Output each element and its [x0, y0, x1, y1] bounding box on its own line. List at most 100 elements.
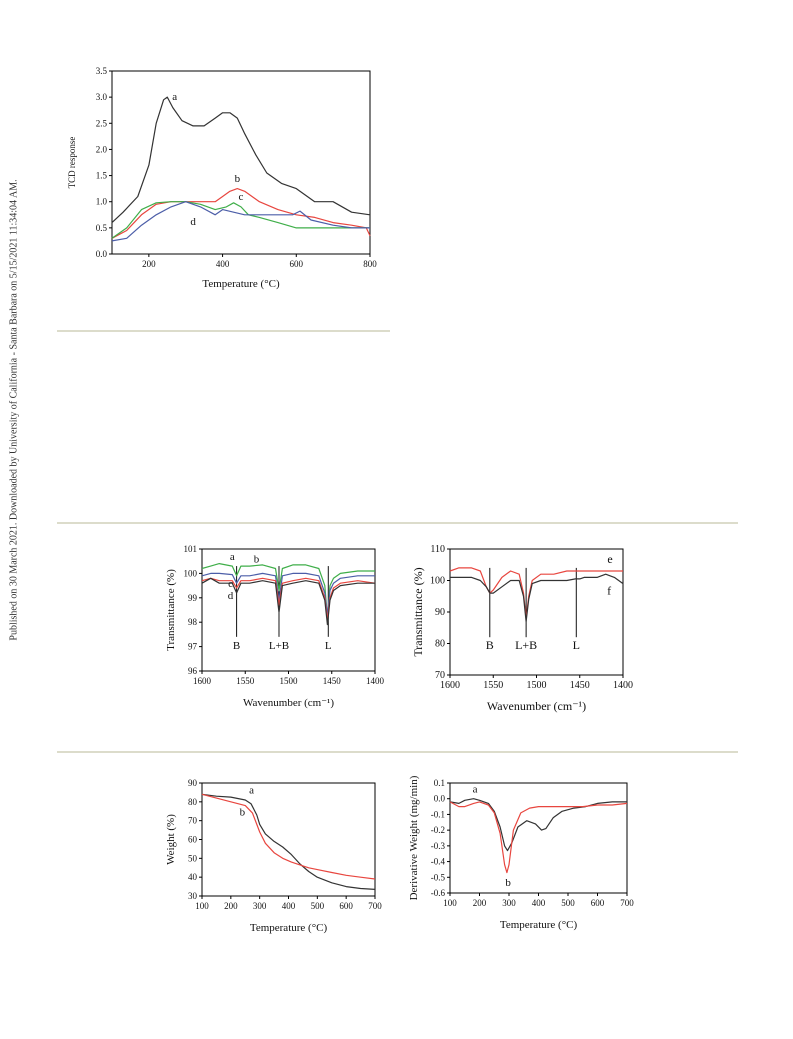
x-tick-label: 1550	[236, 676, 255, 686]
plot-frame	[201, 548, 376, 672]
curve-label: f	[607, 584, 611, 598]
x-tick-label: 1400	[613, 680, 633, 691]
y-tick-label: 50	[188, 853, 198, 863]
x-tick-label: 400	[216, 259, 230, 269]
y-tick-label: 110	[430, 544, 445, 555]
y-tick-label: 30	[188, 891, 198, 901]
y-tick-label: 96	[188, 666, 198, 676]
series-line-a	[111, 96, 371, 224]
curve-label: b	[505, 877, 511, 889]
y-tick-label: 1.5	[96, 171, 108, 181]
x-tick-label: 1600	[440, 680, 460, 691]
x-tick-label: 200	[224, 901, 238, 911]
x-tick-label: 1450	[323, 676, 342, 686]
y-tick-label: 70	[188, 816, 198, 826]
ir2-chart: 1600 1550 1500 1450 1400 70 80 90 100 110 Wavenumb…	[411, 544, 633, 713]
x-axis-label: Temperature (°C)	[500, 919, 578, 931]
series-line-c	[201, 577, 376, 621]
series-line-a	[201, 793, 376, 890]
y-tick-label: 0.0	[96, 249, 108, 259]
x-tick-label: 400	[282, 901, 296, 911]
x-tick-label: 1600	[193, 676, 212, 686]
curve-label: b	[240, 806, 246, 818]
x-axis-label: Temperature (°C)	[250, 922, 328, 934]
series-line-e	[449, 567, 623, 619]
band-marker-label: L+B	[515, 638, 537, 652]
x-tick-label: 200	[142, 259, 156, 269]
y-axis-label: Transmittance (%)	[411, 567, 425, 656]
series-line-f	[450, 573, 624, 623]
band-marker-label: B	[486, 638, 494, 652]
x-tick-label: 500	[311, 901, 325, 911]
y-tick-label: 90	[188, 778, 198, 788]
y-axis-label: TCD response	[67, 137, 77, 189]
curve-label: c	[239, 191, 244, 203]
y-tick-label: 80	[188, 797, 198, 807]
x-axis-label: Wavenumber (cm⁻¹)	[487, 699, 586, 713]
x-tick-label: 200	[473, 898, 487, 908]
series-line-a	[201, 563, 375, 618]
curve-label: a	[249, 784, 254, 796]
y-axis-label: Weight (%)	[165, 814, 177, 865]
y-tick-label: 60	[188, 835, 198, 845]
y-tick-label: 90	[435, 607, 445, 618]
tga-chart: 100 200 300 400 500 600 700 30 40 50 60 70 80 90 Tempe…	[165, 778, 382, 934]
y-tick-label: 3.5	[96, 66, 108, 76]
x-tick-label: 100	[443, 898, 457, 908]
x-tick-label: 600	[290, 259, 304, 269]
y-tick-label: -0.6	[431, 888, 446, 898]
series-line-b	[201, 572, 375, 616]
y-tick-label: 0.5	[96, 223, 108, 233]
series-line-b	[111, 188, 371, 239]
x-axis-label: Temperature (°C)	[202, 278, 280, 290]
y-tick-label: -0.5	[431, 872, 446, 882]
x-tick-label: 700	[620, 898, 634, 908]
y-tick-label: 97	[188, 642, 198, 652]
section-divider	[57, 751, 738, 753]
curve-label: b	[254, 553, 260, 565]
series-line-b	[449, 801, 628, 874]
y-tick-label: 2.0	[96, 144, 108, 154]
series-line-a	[449, 798, 627, 852]
tpr-chart: 200 400 600 800 0.0 0.5 1.0 1.5 2.0 2.5 3.0 3.5 Temp…	[67, 66, 377, 290]
y-tick-label: 0.1	[434, 778, 445, 788]
series-line-c	[111, 201, 370, 239]
curve-label: d	[228, 590, 234, 602]
y-tick-label: 70	[435, 670, 445, 681]
x-tick-label: 1550	[483, 680, 503, 691]
section-divider	[57, 522, 738, 524]
x-tick-label: 300	[502, 898, 516, 908]
plot-frame	[111, 70, 371, 255]
curve-label: e	[607, 552, 612, 566]
y-tick-label: -0.1	[431, 809, 445, 819]
band-marker-label: B	[233, 640, 240, 652]
x-tick-label: 800	[363, 259, 377, 269]
x-axis-label: Wavenumber (cm⁻¹)	[243, 697, 334, 709]
plot-frame	[201, 782, 376, 897]
x-tick-label: 400	[532, 898, 546, 908]
x-tick-label: 100	[195, 901, 209, 911]
series-line-b	[201, 793, 376, 880]
x-tick-label: 700	[368, 901, 382, 911]
curve-label: a	[230, 551, 235, 563]
dtg-chart: 100 200 300 400 500 600 700 -0.6 -0.5 -0.4 -0.3 -0.…	[408, 775, 634, 931]
x-tick-label: 1500	[280, 676, 299, 686]
band-marker-label: L	[573, 638, 580, 652]
y-axis-label: Transmittance (%)	[165, 569, 177, 651]
x-tick-label: 1450	[570, 680, 590, 691]
ir1-chart: 1600 1550 1500 1450 1400 96 97 98 99 100 101 Wavenu…	[165, 544, 385, 709]
y-tick-label: 3.0	[96, 92, 108, 102]
y-tick-label: 99	[188, 593, 198, 603]
section-divider	[57, 330, 390, 332]
y-tick-label: 100	[430, 576, 445, 587]
x-tick-label: 300	[253, 901, 267, 911]
curve-label: c	[228, 578, 233, 590]
curve-label: a	[172, 91, 177, 103]
y-tick-label: -0.2	[431, 825, 445, 835]
band-marker-label: L+B	[269, 640, 289, 652]
y-tick-label: -0.3	[431, 841, 446, 851]
series-line-d	[111, 201, 370, 242]
y-tick-label: 100	[184, 568, 198, 578]
x-tick-label: 500	[561, 898, 575, 908]
